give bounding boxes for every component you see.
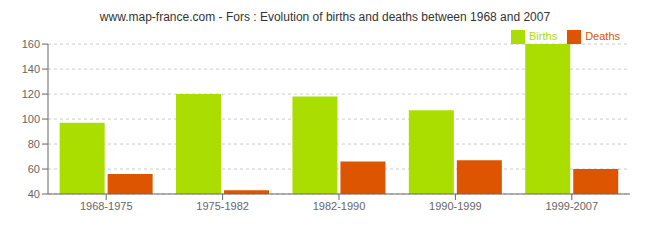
svg-text:1999-2007: 1999-2007: [545, 200, 598, 212]
html-text:Births: Births: [529, 30, 558, 42]
svg-text:160: 160: [22, 38, 40, 50]
svg-text:140: 140: [22, 63, 40, 75]
svg-text:1990-1999: 1990-1999: [429, 200, 482, 212]
html-text:Deaths: Deaths: [585, 30, 620, 42]
svg-text:1968-1975: 1968-1975: [80, 200, 133, 212]
svg-text:40: 40: [28, 188, 40, 200]
svg-text:1975-1982: 1975-1982: [196, 200, 249, 212]
html-text:www.map-france.com - Fors : Ev: www.map-france.com - Fors : Evolution of…: [99, 10, 551, 24]
svg-text:100: 100: [22, 113, 40, 125]
svg-text:1982-1990: 1982-1990: [313, 200, 366, 212]
svg-text:120: 120: [22, 88, 40, 100]
svg-text:80: 80: [28, 138, 40, 150]
svg-text:60: 60: [28, 163, 40, 175]
